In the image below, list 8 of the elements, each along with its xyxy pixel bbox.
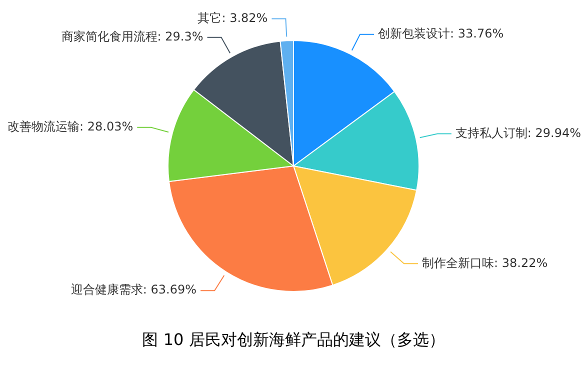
slice-label: 支持私人订制: 29.94% — [455, 126, 582, 140]
slice-label: 迎合健康需求: 63.69% — [70, 282, 197, 297]
slice-label: 创新包装设计: 33.76% — [378, 26, 504, 40]
slice-label: 其它: 3.82% — [198, 10, 268, 25]
slice-label: 制作全新口味: 38.22% — [422, 256, 548, 270]
slice-label: 商家简化食用流程: 29.3% — [61, 30, 204, 44]
slice-label: 改善物流运输: 28.03% — [8, 120, 134, 134]
text: 图 10 居民对创新海鲜产品的建议（多选） — [141, 330, 446, 351]
